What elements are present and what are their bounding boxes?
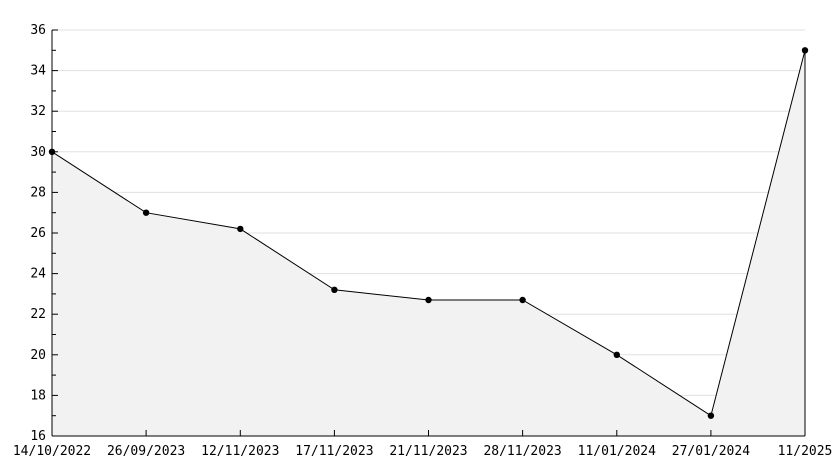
y-tick-label-22: 22	[30, 307, 46, 322]
data-point-5	[519, 296, 526, 304]
y-tick-label-26: 26	[30, 226, 46, 241]
data-point-1	[142, 209, 150, 216]
y-tick-label-30: 30	[30, 145, 46, 160]
x-tick-label-0: 14/10/2022	[13, 444, 91, 459]
x-tick-label-8: 11/2025	[778, 444, 833, 459]
data-point-7	[707, 412, 715, 419]
y-tick-label-32: 32	[30, 104, 46, 119]
y-tick-label-28: 28	[30, 185, 46, 200]
data-point-8	[801, 47, 809, 54]
y-tick-label-20: 20	[30, 348, 46, 363]
data-point-6	[613, 351, 620, 358]
data-point-2	[237, 225, 244, 233]
x-tick-label-2: 12/11/2023	[201, 444, 279, 459]
y-tick-label-16: 16	[30, 429, 46, 444]
y-tick-label-18: 18	[30, 388, 46, 403]
y-tick-label-24: 24	[30, 267, 46, 282]
area-fill	[52, 50, 805, 437]
x-tick-label-6: 11/01/2024	[578, 444, 656, 459]
x-tick-label-7: 27/01/2024	[672, 444, 750, 459]
x-tick-label-3: 17/11/2023	[295, 444, 373, 459]
x-tick-label-1: 26/09/2023	[107, 444, 185, 459]
x-tick-label-4: 21/11/2023	[389, 444, 467, 459]
data-point-3	[331, 286, 338, 293]
y-tick-label-36: 36	[30, 23, 46, 38]
data-point-4	[425, 296, 432, 304]
y-tick-label-34: 34	[30, 64, 46, 79]
x-tick-label-5: 28/11/2023	[483, 444, 561, 459]
